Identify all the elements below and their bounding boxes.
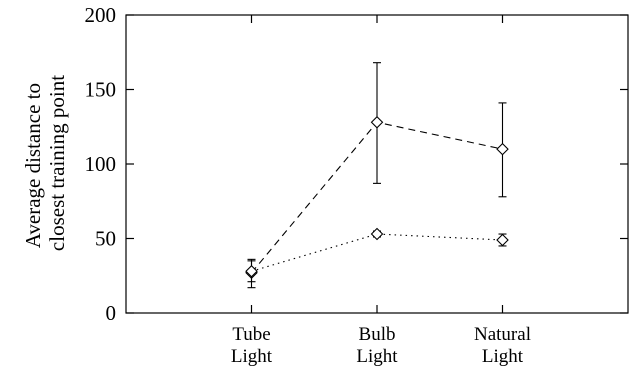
x-category-label-line: Bulb xyxy=(359,324,396,345)
y-tick-label: 200 xyxy=(85,3,117,27)
x-category-label-line: Tube xyxy=(232,324,270,345)
data-point-diamond xyxy=(497,234,508,245)
x-category-label-line: Light xyxy=(231,346,273,367)
x-category-label: Natural Light xyxy=(474,324,531,367)
data-point-diamond xyxy=(497,144,508,155)
y-tick-label: 0 xyxy=(106,301,117,325)
y-tick-label: 150 xyxy=(85,78,117,102)
y-axis-title-line-2: closest training point xyxy=(45,75,69,251)
x-category-label: Bulb Light xyxy=(356,324,398,367)
data-point-diamond xyxy=(372,229,383,240)
y-axis-title-line-1: Average distance to xyxy=(21,83,45,248)
series-layer xyxy=(246,63,508,288)
y-axis-ticks: 0 50 100 150 200 xyxy=(85,3,629,325)
series-2 xyxy=(246,229,508,282)
x-category-label-line: Natural xyxy=(474,324,531,345)
y-axis-title: Average distance to closest training poi… xyxy=(21,75,69,251)
data-point-diamond xyxy=(372,117,383,128)
series-1 xyxy=(246,63,508,288)
y-tick-label: 100 xyxy=(85,152,117,176)
x-category-label-line: Light xyxy=(356,346,398,367)
x-category-label: Tube Light xyxy=(231,324,273,367)
x-category-label-line: Light xyxy=(482,346,524,367)
y-tick-label: 50 xyxy=(95,227,116,251)
